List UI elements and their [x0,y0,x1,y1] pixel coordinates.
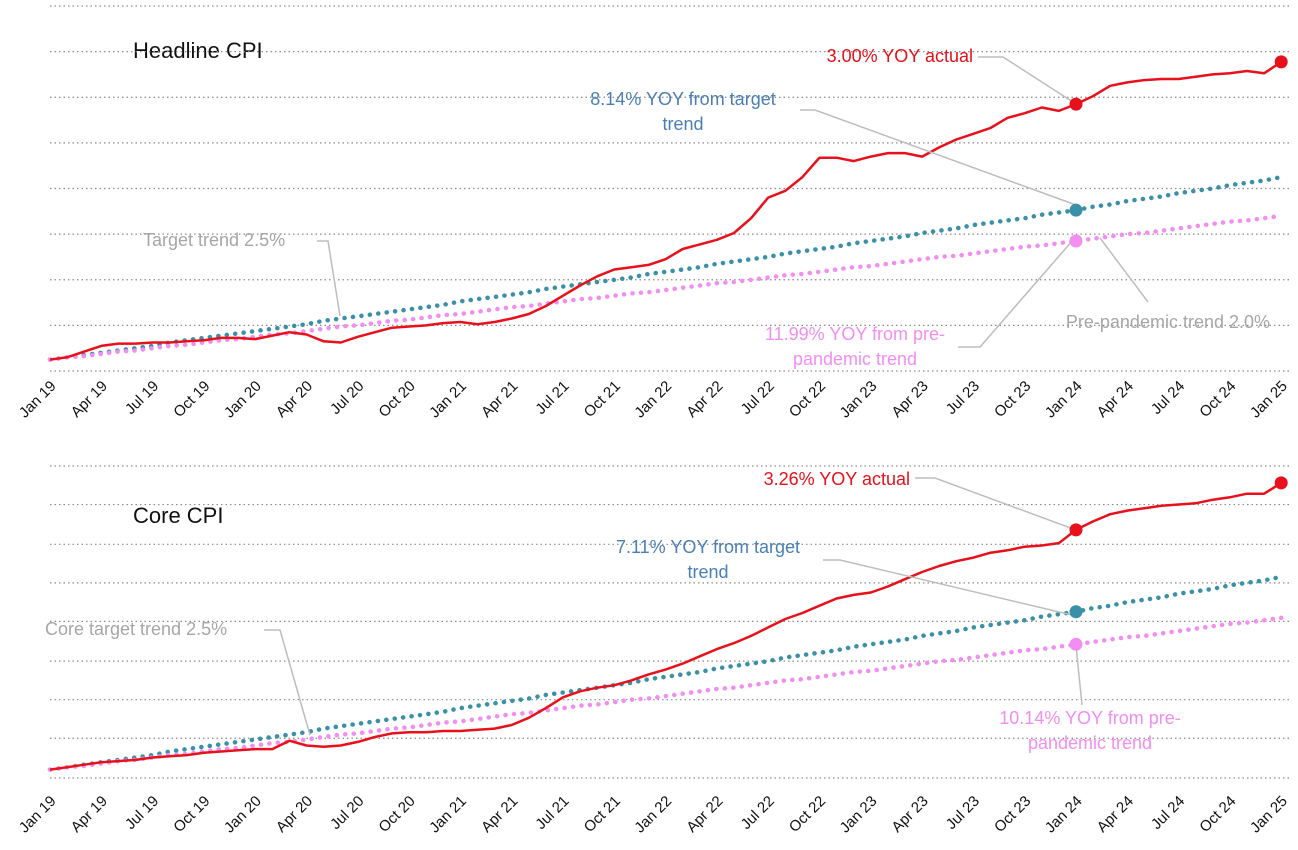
leader-line [317,240,341,317]
x-tick-label: Jul 22 [738,793,778,833]
x-tick-label: Oct 22 [786,378,829,421]
annotation: trend [662,114,703,134]
x-tick-label: Jan 19 [16,378,60,422]
annotation: 8.14% YOY from target [590,89,775,109]
x-tick-label: Oct 23 [991,793,1034,836]
x-tick-label: Apr 21 [478,378,521,421]
x-tick-label: Jul 24 [1148,378,1188,418]
x-tick-label: Jan 21 [426,793,470,837]
chart-title: Headline CPI [133,38,263,63]
highlight-dot [1069,234,1083,248]
leader-line [978,56,1077,105]
x-tick-label: Jul 23 [943,378,983,418]
x-tick-label: Apr 19 [68,378,111,421]
x-tick-label: Apr 23 [888,793,931,836]
highlight-dot [1069,637,1083,651]
annotation: Target trend 2.5% [143,230,285,250]
annotation: 3.26% YOY actual [764,469,910,489]
chart-title: Core CPI [133,503,223,528]
x-tick-label: Apr 21 [478,793,521,836]
annotation: Core target trend 2.5% [45,619,227,639]
x-tick-label: Jan 21 [426,378,470,422]
x-tick-label: Jul 21 [532,378,572,418]
x-tick-label: Apr 20 [273,378,316,421]
x-tick-label: Jan 20 [221,378,265,422]
leader-line [915,477,1077,531]
trend-line [47,615,1284,772]
highlight-dot [1274,55,1288,69]
x-tick-label: Oct 24 [1196,378,1239,421]
x-tick-label: Jul 23 [943,793,983,833]
x-tick-label: Apr 23 [888,378,931,421]
highlight-dot [1069,605,1083,619]
x-tick-label: Jan 23 [837,378,881,422]
x-tick-label: Oct 19 [170,793,213,836]
highlight-dot [1069,523,1083,537]
x-tick-label: Jan 25 [1247,378,1291,422]
x-tick-label: Apr 24 [1094,378,1137,421]
annotation: Pre-pandemic trend 2.0% [1066,312,1270,332]
x-tick-label: Jul 24 [1148,793,1188,833]
x-tick-label: Jan 24 [1042,793,1086,837]
annotation: 7.11% YOY from target [616,537,800,557]
x-tick-label: Oct 19 [170,378,213,421]
highlight-dot [1069,97,1083,111]
x-tick-label: Jan 20 [221,793,265,837]
x-tick-label: Jul 19 [122,793,162,833]
annotation: trend [687,562,728,582]
annotation: pandemic trend [793,349,917,369]
x-tick-label: Oct 22 [786,793,829,836]
annotation: 3.00% YOY actual [827,46,973,66]
x-tick-label: Jan 22 [631,793,675,837]
x-tick-label: Oct 21 [581,378,624,421]
leader-line [823,559,1077,617]
x-tick-label: Jul 20 [327,793,367,833]
highlight-dot [1274,476,1288,490]
x-tick-label: Apr 20 [273,793,316,836]
annotation: 11.99% YOY from pre- [765,324,945,344]
leader-line [958,239,1074,348]
x-tick-label: Apr 22 [683,793,726,836]
x-tick-label: Apr 24 [1094,793,1137,836]
x-tick-label: Oct 21 [581,793,624,836]
leader-line [800,109,1077,206]
x-tick-label: Jul 21 [532,793,572,833]
leader-line [1099,237,1149,303]
x-tick-label: Jan 25 [1247,793,1291,837]
trend-line [47,213,1284,362]
x-tick-label: Oct 23 [991,378,1034,421]
annotation: 10.14% YOY from pre- [999,708,1180,728]
x-tick-label: Oct 20 [375,793,418,836]
x-tick-label: Jul 22 [738,378,778,418]
highlight-dot [1069,203,1083,217]
trend-line [47,174,1284,362]
x-tick-label: Oct 24 [1196,793,1239,836]
x-tick-label: Jul 19 [122,378,162,418]
x-tick-label: Jan 22 [631,378,675,422]
x-tick-label: Apr 19 [68,793,111,836]
x-tick-label: Oct 20 [375,378,418,421]
x-tick-label: Jul 20 [327,378,367,418]
x-tick-label: Jan 23 [837,793,881,837]
x-tick-label: Jan 24 [1042,378,1086,422]
annotation: pandemic trend [1028,733,1152,753]
x-tick-label: Jan 19 [16,793,60,837]
leader-line [264,629,311,736]
x-tick-label: Apr 22 [683,378,726,421]
leader-line [1075,645,1083,706]
